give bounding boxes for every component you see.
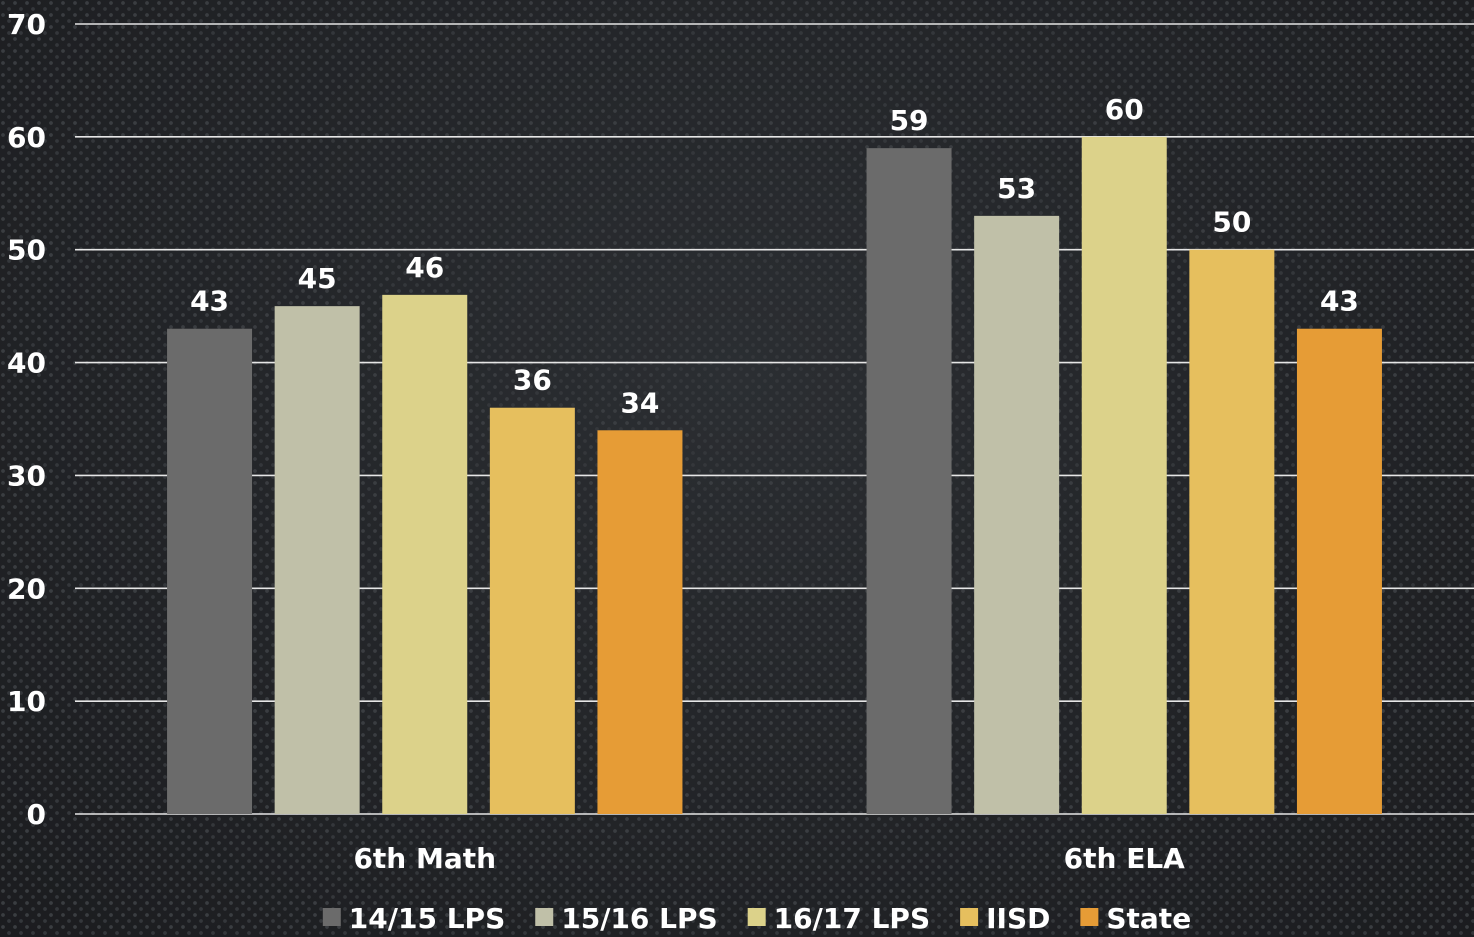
legend-item: IISD (960, 902, 1050, 935)
y-tick-label: 70 (7, 8, 46, 41)
legend-label: 14/15 LPS (349, 902, 505, 935)
legend-label: 16/17 LPS (774, 902, 930, 935)
legend-item: 15/16 LPS (535, 902, 718, 935)
legend-label: State (1106, 902, 1191, 935)
legend-item: State (1080, 902, 1191, 935)
legend-swatch (322, 908, 341, 926)
bar (1189, 249, 1275, 814)
y-axis-tick-labels: 0 10 20 30 40 50 60 70 (7, 8, 46, 831)
bar (274, 306, 360, 814)
bar (1081, 136, 1167, 814)
data-label: 50 (1212, 206, 1251, 239)
category-label: 6th Math (353, 842, 496, 875)
data-label: 46 (405, 251, 444, 284)
bar (489, 407, 575, 814)
data-label: 59 (890, 104, 929, 137)
bar (866, 148, 952, 815)
legend-label: IISD (986, 902, 1050, 935)
category-label: 6th ELA (1064, 842, 1186, 875)
category-axis-labels: 6th Math 6th ELA (353, 842, 1185, 875)
legend-swatch (535, 908, 554, 926)
bars (167, 136, 1382, 815)
bar (974, 215, 1060, 814)
bar (1296, 328, 1382, 814)
y-tick-label: 40 (7, 347, 46, 380)
data-label: 53 (997, 172, 1036, 205)
y-tick-label: 10 (7, 685, 46, 718)
bar (167, 328, 253, 814)
legend-swatch (960, 908, 979, 926)
y-tick-label: 50 (7, 234, 46, 267)
bar (382, 294, 468, 814)
legend-swatch (747, 908, 766, 926)
data-label: 36 (513, 364, 552, 397)
data-label: 43 (1320, 285, 1359, 318)
data-label: 34 (620, 386, 659, 419)
data-labels: 43 45 46 36 34 59 53 60 50 43 (190, 93, 1359, 419)
y-tick-label: 30 (7, 459, 46, 492)
data-label: 45 (298, 262, 337, 295)
legend-item: 16/17 LPS (747, 902, 930, 935)
legend-swatch (1080, 908, 1099, 926)
y-tick-label: 20 (7, 572, 46, 605)
legend: 14/15 LPS 15/16 LPS 16/17 LPS IISD State (322, 902, 1191, 935)
data-label: 60 (1105, 93, 1144, 126)
data-label: 43 (190, 285, 229, 318)
legend-label: 15/16 LPS (561, 902, 717, 935)
y-tick-label: 60 (7, 121, 46, 154)
bar (597, 430, 683, 814)
y-tick-label: 0 (27, 798, 46, 831)
legend-item: 14/15 LPS (322, 902, 505, 935)
